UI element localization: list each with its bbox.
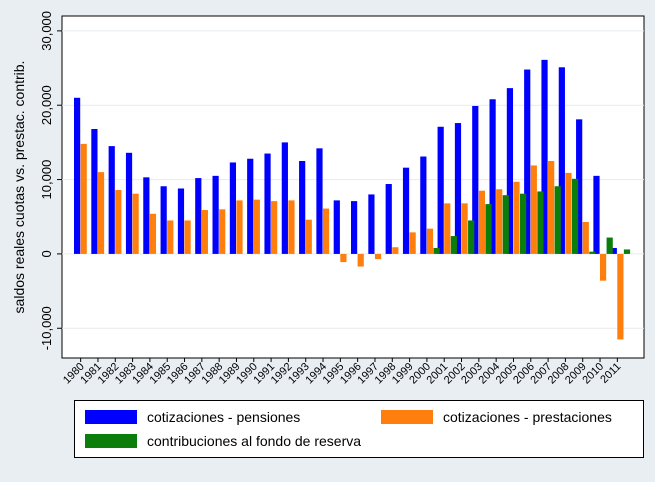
bar-0000ff-2005 <box>506 88 514 254</box>
bar-0000ff-2004 <box>489 99 496 254</box>
bar-ff7f0e-2001 <box>444 203 451 254</box>
bar-ff7f0e-1999 <box>409 232 416 254</box>
bar-0000ff-2007 <box>541 59 548 254</box>
bar-ff7f0e-2009 <box>582 221 589 254</box>
bar-0a7d0a-2009 <box>589 251 596 254</box>
bar-ff7f0e-1990 <box>253 199 260 254</box>
bar-ff7f0e-1998 <box>392 247 399 254</box>
legend-swatch-fondo-reserva <box>85 434 137 448</box>
y-axis: -10,000 0 10,000 20,000 30,000 <box>39 11 62 350</box>
bar-ff7f0e-1986 <box>184 220 191 254</box>
bar-ff7f0e-1995 <box>340 253 347 263</box>
bar-0000ff-1999 <box>402 167 410 254</box>
bar-0000ff-2003 <box>472 105 479 254</box>
bar-0000ff-1996 <box>351 201 358 254</box>
y-tick-label: 10,000 <box>39 160 54 200</box>
bar-ff7f0e-1994 <box>322 208 330 254</box>
bar-ff7f0e-1992 <box>288 200 295 254</box>
bar-0000ff-1995 <box>333 200 340 254</box>
bar-0000ff-2008 <box>558 67 565 254</box>
bar-ff7f0e-2006 <box>530 165 537 254</box>
bar-0000ff-1987 <box>195 178 202 254</box>
bar-ff7f0e-1980 <box>80 143 87 254</box>
legend-item-fondo-reserva: contribuciones al fondo de reserva <box>85 433 361 449</box>
bar-ff7f0e-2002 <box>461 203 468 254</box>
bar-0000ff-1991 <box>264 153 271 254</box>
bar-0000ff-2002 <box>454 123 462 254</box>
bar-ff7f0e-1989 <box>236 200 243 254</box>
bar-ff7f0e-2011 <box>617 253 624 340</box>
legend: cotizaciones - pensiones cotizaciones - … <box>74 400 644 458</box>
bar-0000ff-2001 <box>437 126 444 254</box>
y-tick-label: 30,000 <box>39 11 54 51</box>
bar-0a7d0a-2002 <box>468 220 475 254</box>
bar-0000ff-1982 <box>108 146 115 254</box>
bar-0000ff-2000 <box>420 156 427 254</box>
bar-ff7f0e-1988 <box>219 209 226 254</box>
bar-ff7f0e-1987 <box>201 210 208 254</box>
bar-0a7d0a-2007 <box>554 186 561 254</box>
bar-0000ff-1994 <box>316 148 323 254</box>
bar-ff7f0e-2010 <box>599 253 607 281</box>
bar-ff7f0e-2008 <box>565 172 572 254</box>
bar-0000ff-2006 <box>524 69 531 254</box>
y-tick-label: -10,000 <box>39 306 54 350</box>
bar-ff7f0e-1997 <box>374 253 382 260</box>
legend-label-prestaciones: cotizaciones - prestaciones <box>443 409 612 425</box>
bar-0000ff-1981 <box>91 129 98 254</box>
bar-0000ff-1984 <box>143 177 150 254</box>
bar-ff7f0e-2004 <box>496 189 503 254</box>
bar-ff7f0e-1984 <box>149 213 157 254</box>
bar-0000ff-1986 <box>177 188 185 254</box>
bar-ff7f0e-1991 <box>271 201 278 254</box>
bar-ff7f0e-2007 <box>548 160 555 254</box>
bar-ff7f0e-1982 <box>115 189 122 254</box>
bar-ff7f0e-1985 <box>167 220 174 254</box>
bar-0a7d0a-2003 <box>485 204 492 254</box>
bar-0000ff-1993 <box>299 160 306 254</box>
bar-0000ff-1992 <box>281 142 288 254</box>
bar-0a7d0a-2011 <box>623 249 631 254</box>
bar-0000ff-1980 <box>74 97 81 254</box>
bar-0000ff-2011 <box>610 247 617 254</box>
legend-item-pensiones: cotizaciones - pensiones <box>85 409 300 425</box>
bar-ff7f0e-2000 <box>426 228 434 254</box>
y-tick-label: 20,000 <box>39 85 54 125</box>
y-axis-title: saldos reales cuotas vs. prestac. contri… <box>11 61 27 314</box>
bar-0a7d0a-2005 <box>520 193 527 254</box>
bar-0000ff-1990 <box>247 158 254 254</box>
bar-0000ff-1985 <box>160 186 167 254</box>
legend-swatch-prestaciones <box>381 410 433 424</box>
bar-ff7f0e-1981 <box>97 172 105 254</box>
bar-0a7d0a-2010 <box>606 237 613 254</box>
bar-0000ff-1998 <box>385 184 392 254</box>
bar-ff7f0e-2003 <box>478 190 485 254</box>
bar-0a7d0a-2001 <box>450 236 457 254</box>
legend-item-prestaciones: cotizaciones - prestaciones <box>381 409 612 425</box>
bars <box>74 59 631 340</box>
bar-0000ff-1983 <box>125 152 133 254</box>
y-tick-label: 0 <box>39 250 54 257</box>
bar-0000ff-1988 <box>212 175 219 254</box>
legend-swatch-pensiones <box>85 410 137 424</box>
bar-ff7f0e-2005 <box>513 181 520 254</box>
bar-0a7d0a-2008 <box>571 178 579 254</box>
bar-0000ff-2009 <box>576 119 583 254</box>
bar-0a7d0a-2004 <box>502 195 509 254</box>
legend-label-fondo-reserva: contribuciones al fondo de reserva <box>147 433 362 449</box>
bar-ff7f0e-1996 <box>357 253 364 267</box>
bar-0a7d0a-2006 <box>537 191 544 254</box>
bar-0000ff-1997 <box>368 194 375 254</box>
bar-0000ff-2010 <box>593 175 600 254</box>
legend-label-pensiones: cotizaciones - pensiones <box>147 409 301 425</box>
bar-0a7d0a-2000 <box>433 247 440 254</box>
bar-0000ff-1989 <box>229 162 237 254</box>
bar-ff7f0e-1983 <box>132 193 139 254</box>
bar-ff7f0e-1993 <box>305 219 312 254</box>
